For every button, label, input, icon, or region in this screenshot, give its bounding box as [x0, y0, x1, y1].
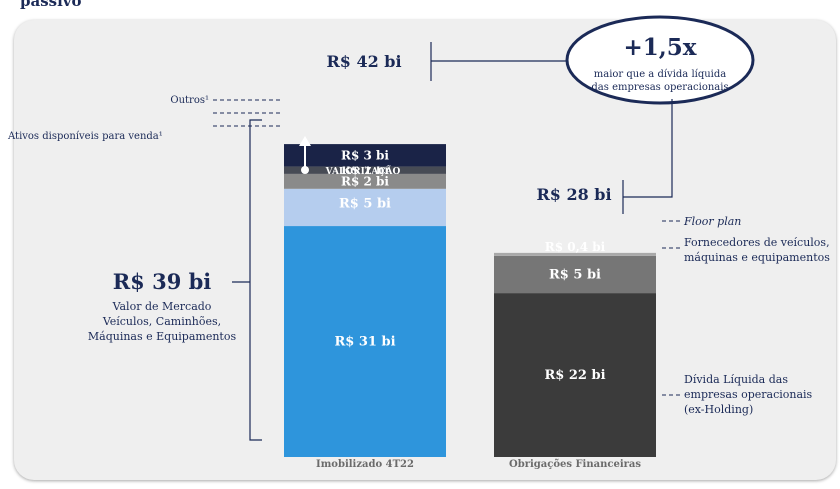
bar-value-label: R$ 2 bi [341, 174, 389, 188]
category-label-imobilizado: Imobilizado 4T22 [316, 459, 414, 470]
ratio-line-2: das empresas operacionais [591, 82, 728, 93]
bracket-line-2: Veículos, Caminhões, [102, 315, 221, 328]
divida-line-2: empresas operacionais [684, 388, 813, 401]
total-label-obrigacoes: R$ 28 bi [536, 185, 611, 204]
bar-value-label: R$ 5 bi [339, 196, 391, 211]
bar-value-label: R$ 22 bi [544, 368, 605, 383]
ativos-label: Ativos disponíveis para venda¹ [7, 131, 163, 142]
bar-segment [284, 226, 446, 457]
header-fragment: passivo [20, 0, 82, 10]
bracket-line-3: Máquinas e Equipamentos [88, 330, 237, 343]
valorizacao-arrowhead [299, 136, 311, 146]
divida-line-1: Dívida Líquida das [684, 373, 788, 386]
fornecedores-line-2: máquinas e equipamentos [684, 251, 830, 264]
valorizacao-dot [301, 166, 309, 174]
bar-value-label: R$ 1 bi [341, 163, 389, 177]
bar-segment [494, 252, 656, 256]
bracket-value: R$ 39 bi [113, 269, 212, 294]
outros-label: Outros¹ [170, 95, 209, 106]
bar-segment [284, 188, 446, 227]
bar-segment [284, 144, 446, 167]
bar-value-label: R$ 31 bi [334, 335, 395, 350]
valorizacao-label: VALORIZAÇÃO [325, 165, 401, 177]
total-label-imobilizado: R$ 42 bi [326, 52, 401, 71]
bar-segment [494, 255, 656, 294]
category-label-obrigacoes: Obrigações Financeiras [509, 459, 641, 470]
ratio-line-1: maior que a dívida líquida [594, 69, 727, 80]
bar-segment [284, 166, 446, 174]
fornecedores-line-1: Fornecedores de veículos, [684, 236, 830, 249]
ratio-ellipse [565, 15, 755, 105]
divida-line-3: (ex-Holding) [684, 403, 753, 416]
bar-value-label: R$ 3 bi [341, 148, 389, 162]
bar-segment [284, 173, 446, 189]
ratio-value: +1,5x [624, 34, 697, 61]
connector-right [623, 99, 673, 198]
bracket [249, 119, 262, 441]
bracket-line-1: Valor de Mercado [112, 300, 212, 313]
bar-segment [494, 293, 656, 457]
bar-value-label: R$ 0,4 bi [545, 240, 606, 254]
floor-plan-label: Floor plan [683, 215, 741, 228]
bar-value-label: R$ 5 bi [549, 267, 601, 282]
